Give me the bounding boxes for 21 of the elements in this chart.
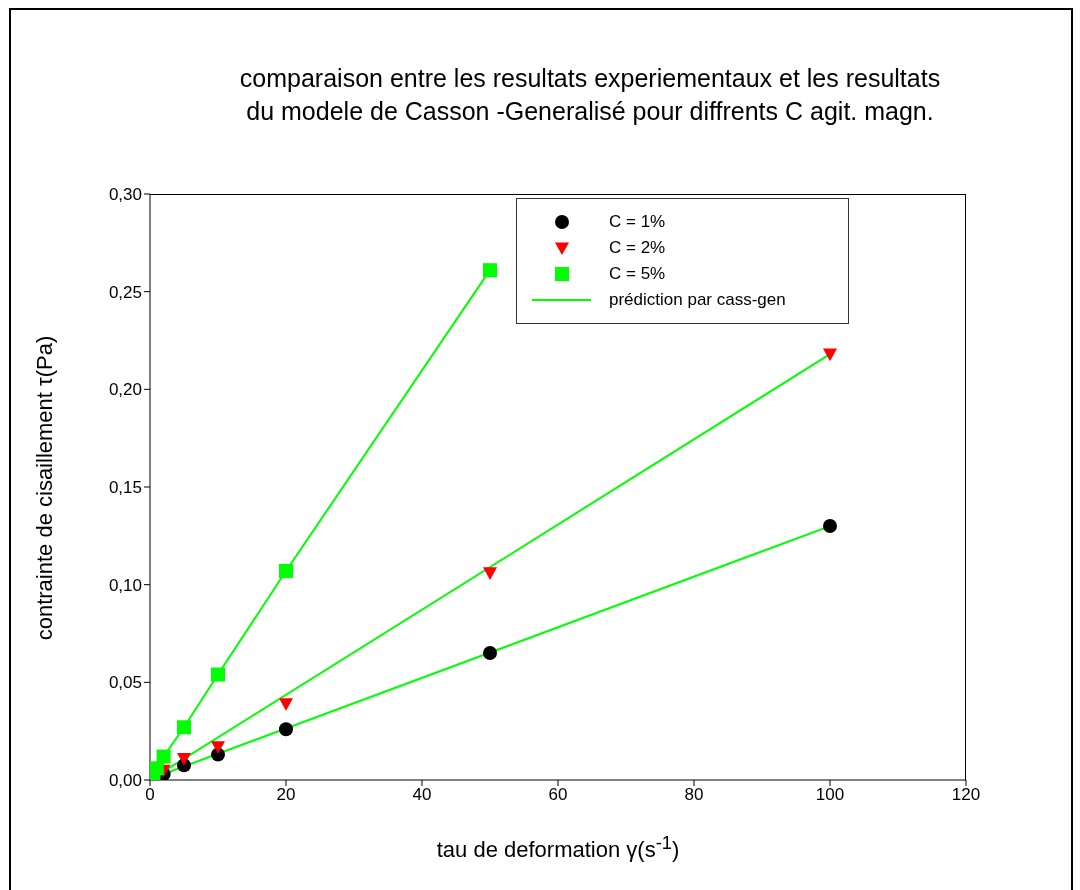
y-tick-label: 0,30 <box>108 185 142 205</box>
x-axis-title: tau de deformation γ(s$^{-1}$) <box>435 832 681 864</box>
x-tick-label: 120 <box>951 785 981 805</box>
legend-label: prédiction par cass-gen <box>609 290 787 310</box>
chart-title: comparaison entre les resultats experiementaux et les resultats du modele de Casson -Generalisé pour diffrents C agit. magn. <box>238 63 942 127</box>
x-tick-label: 20 <box>276 785 296 805</box>
y-tick-label: 0,15 <box>108 478 142 498</box>
legend-label: C = 5% <box>609 264 667 284</box>
y-axis-title: contrainte de cisaillement τ(Pa) <box>32 334 58 643</box>
x-tick-label: 0 <box>145 785 155 805</box>
y-tick-label: 0,05 <box>108 673 142 693</box>
y-tick-label: 0,10 <box>108 575 142 595</box>
legend-label: C = 2% <box>609 238 667 258</box>
legend-label: C = 1% <box>609 212 667 232</box>
x-tick-label: 60 <box>548 785 568 805</box>
y-tick-label: 0,20 <box>108 380 142 400</box>
x-tick-label: 40 <box>412 785 432 805</box>
y-tick-label: 0,00 <box>108 771 142 791</box>
x-tick-label: 100 <box>815 785 845 805</box>
x-tick-label: 80 <box>684 785 704 805</box>
y-tick-label: 0,25 <box>108 282 142 302</box>
